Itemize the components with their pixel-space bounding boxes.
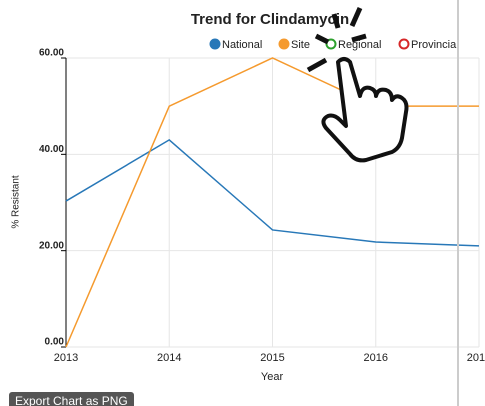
x-tick-label: 2014 — [157, 352, 181, 364]
legend-marker — [209, 38, 221, 50]
y-tick-label: 40.00 — [39, 144, 64, 155]
legend-label: National — [222, 39, 262, 51]
x-axis-label: Year — [261, 371, 284, 383]
legend-marker — [325, 38, 337, 50]
y-tick-label: 0.00 — [45, 337, 65, 348]
chart-title: Trend for Clindamycin — [191, 11, 349, 28]
legend-marker — [278, 38, 290, 50]
y-tick-label: 60.00 — [39, 48, 64, 59]
y-tick-label: 20.00 — [39, 240, 64, 251]
x-tick-label: 2016 — [364, 352, 388, 364]
series-line — [65, 138, 480, 247]
x-tick-label: 2015 — [260, 352, 284, 364]
export-button[interactable]: Export Chart as PNG — [9, 392, 134, 406]
legend-label: Provincial — [411, 39, 459, 51]
x-tick-label: 2013 — [54, 352, 78, 364]
legend-marker — [398, 38, 410, 50]
y-axis-label: % Resistant — [11, 175, 22, 229]
series-line — [65, 57, 479, 348]
legend-label: Site — [291, 39, 310, 51]
x-tick-label: 2017 — [467, 352, 485, 364]
legend-label: Regional — [338, 39, 381, 51]
